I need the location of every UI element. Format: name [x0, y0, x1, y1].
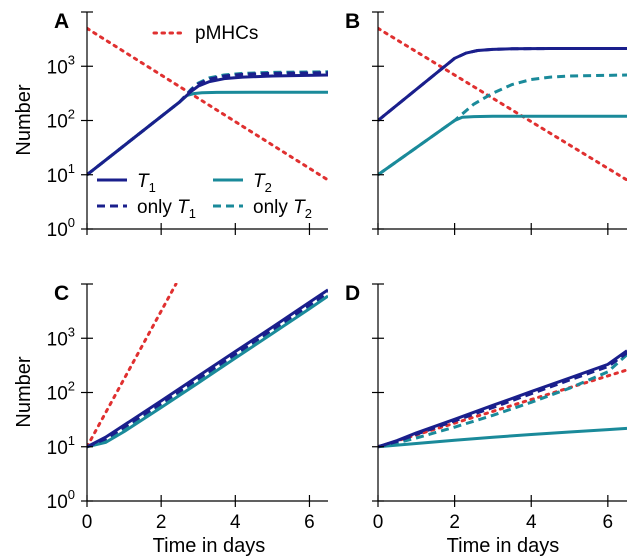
y-tick-label: 101	[47, 161, 75, 187]
series-t1-line-a	[87, 73, 328, 176]
y-tick-label: 100	[47, 487, 75, 513]
series-t1-line-c	[87, 288, 328, 449]
panel-b: B	[345, 10, 627, 235]
legend-label-pmhcs: pMHCs	[195, 23, 258, 44]
ticks-c: 100 101 102 103 0 2 4 6	[47, 283, 315, 533]
series-only-t2-line-c	[87, 292, 328, 449]
y-tick-label: 102	[47, 107, 75, 133]
x-tick-label: 0	[373, 512, 384, 533]
y-tick-label: 101	[47, 433, 75, 459]
legend: pMHCs T1 T2 only T1 only T2	[97, 23, 312, 221]
ticks-d: 0 2 4 6	[372, 283, 614, 533]
ticks-b	[372, 11, 609, 235]
x-tick-label: 4	[230, 512, 241, 533]
x-tick-label: 2	[449, 512, 460, 533]
series-layer-a	[87, 26, 328, 182]
plot-area-b	[378, 12, 627, 229]
legend-label-only-t1: only T1	[137, 197, 196, 221]
series-layer-c	[87, 283, 328, 449]
y-axis-title-c: Number	[13, 356, 35, 427]
series-pmhcs-line-b	[378, 26, 627, 182]
panel-c: C 100 101 102 103 0 2 4 6 Number Time in days	[13, 282, 328, 557]
series-t1-line-b	[378, 46, 627, 122]
legend-label-t1: T1	[137, 171, 156, 195]
series-only-t2-line-a	[87, 70, 328, 176]
series-pmhcs-line-c	[87, 283, 178, 449]
series-pmhcs-line-a	[87, 26, 328, 182]
panel-letter-a: A	[54, 10, 69, 33]
x-axis-title-c: Time in days	[153, 535, 266, 557]
x-tick-label: 6	[304, 512, 315, 533]
series-only-t1-line-b	[378, 46, 627, 122]
panel-a: A 100 101 102 103 Number pMHCs T1 T2 only T…	[13, 10, 328, 241]
y-tick-label: 100	[47, 215, 75, 241]
series-layer-b	[378, 26, 627, 182]
x-tick-label: 6	[603, 512, 614, 533]
series-t1-line-d	[378, 349, 627, 449]
series-only-t2-line-d	[378, 353, 627, 449]
series-only-t1-line-d	[378, 351, 627, 449]
x-tick-label: 0	[82, 512, 93, 533]
y-axis-title-a: Number	[13, 84, 35, 155]
series-only-t1-line-a	[87, 71, 328, 176]
series-layer-d	[378, 349, 627, 449]
y-tick-label: 102	[47, 379, 75, 405]
x-tick-label: 4	[526, 512, 537, 533]
y-tick-label: 103	[47, 324, 75, 350]
y-tick-label: 103	[47, 52, 75, 78]
x-tick-label: 2	[156, 512, 167, 533]
series-t2-line-c	[87, 294, 328, 449]
series-t2-line-b	[378, 114, 627, 176]
ticks-a: 100 101 102 103	[47, 11, 311, 241]
plot-area-d	[378, 284, 627, 501]
x-axis-title-d: Time in days	[447, 535, 560, 557]
legend-label-only-t2: only T2	[253, 197, 312, 221]
panel-letter-d: D	[345, 282, 360, 305]
panel-letter-b: B	[345, 10, 360, 33]
panel-letter-c: C	[54, 282, 69, 305]
legend-label-t2: T2	[253, 171, 272, 195]
plot-area-c	[87, 284, 328, 501]
panel-d: D 0 2 4 6 Time in days	[345, 282, 627, 557]
series-t2-line-d	[378, 426, 627, 449]
series-only-t2-line-b	[378, 73, 627, 176]
series-only-t1-line-c	[87, 291, 328, 449]
